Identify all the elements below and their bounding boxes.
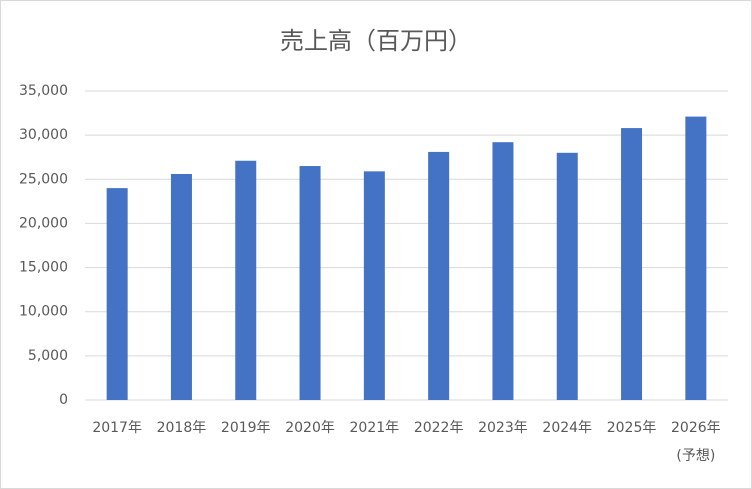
bar (621, 128, 643, 400)
x-tick-label: 2023年 (478, 420, 528, 436)
x-tick-label: 2022年 (413, 420, 464, 436)
bar (235, 160, 257, 400)
x-tick-label: 2025年 (606, 420, 657, 436)
y-tick-label: 30,000 (19, 127, 68, 143)
bar (685, 116, 707, 401)
x-tick-label: 2017年 (92, 420, 142, 436)
bar (299, 166, 321, 400)
y-tick-label: 15,000 (19, 260, 68, 276)
x-tick-label: 2021年 (349, 420, 400, 436)
x-tick-label: 2019年 (220, 420, 271, 436)
y-tick-label: 0 (59, 392, 68, 408)
y-tick-label: 20,000 (19, 215, 68, 231)
chart-title: 売上高（百万円） (280, 27, 472, 55)
x-tick-label: 2020年 (285, 420, 335, 436)
bar (556, 152, 578, 400)
x-tick-label: 2018年 (156, 420, 207, 436)
y-tick-label: 10,000 (19, 304, 68, 320)
x-tick-label: 2026年 (予想) (671, 420, 721, 464)
bar (492, 142, 514, 400)
bar (363, 171, 385, 400)
bar (106, 188, 128, 400)
y-tick-label: 25,000 (19, 171, 68, 187)
y-tick-label: 5,000 (28, 348, 68, 364)
x-tick-label: 2024年 (542, 420, 593, 436)
y-tick-label: 35,000 (19, 83, 68, 99)
bar (170, 173, 192, 400)
bar (428, 151, 450, 400)
